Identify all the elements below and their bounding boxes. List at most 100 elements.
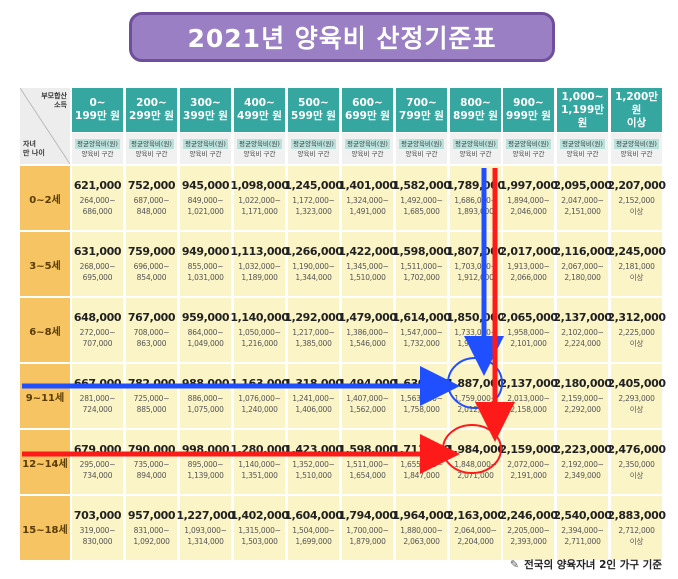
column-subheader: 평균양육비(원) 양육비 구간 <box>72 133 123 164</box>
support-range-low: 1,315,000~ <box>238 526 281 535</box>
support-range-label: 양육비 구간 <box>243 149 276 158</box>
support-range-low: 1,563,000~ <box>400 394 443 403</box>
table-cell: 782,000 725,000~ 885,000 <box>126 364 177 428</box>
average-support-value: 679,000 <box>73 443 122 456</box>
support-range-high: 1,510,000 <box>349 273 386 282</box>
average-support-value: 1,479,000 <box>338 311 397 324</box>
table-cell: 1,292,000 1,217,000~ 1,385,000 <box>284 298 343 362</box>
support-range-high: 695,000 <box>82 273 113 282</box>
average-support-value: 703,000 <box>73 509 122 522</box>
support-range-low: 2,013,000~ <box>507 394 550 403</box>
table-cell: 2,246,000 2,205,000~ 2,393,000 <box>499 496 558 560</box>
average-support-value: 1,711,000 <box>392 443 451 456</box>
table-cell: 631,000 268,000~ 695,000 <box>72 232 123 296</box>
support-range: 1,093,000~ 1,314,000 <box>184 525 227 547</box>
average-support-value: 1,964,000 <box>392 509 451 522</box>
support-range-high: 이상 <box>629 273 644 282</box>
support-range: 2,293,000 이상 <box>618 393 655 415</box>
table-cell: 1,113,000 1,032,000~ 1,189,000 <box>230 232 289 296</box>
support-range-high: 1,406,000 <box>295 405 332 414</box>
support-range: 281,000~ 724,000 <box>80 393 116 415</box>
support-range-high: 1,031,000 <box>187 273 224 282</box>
support-range: 1,504,000~ 1,699,000 <box>292 525 335 547</box>
average-support-value: 1,402,000 <box>230 509 289 522</box>
support-range-low: 1,407,000~ <box>346 394 389 403</box>
support-range-label: 양육비 구간 <box>459 149 492 158</box>
support-range: 1,563,000~ 1,758,000 <box>400 393 443 415</box>
footnote: ✎ 전국의 양육자녀 2인 가구 기준 <box>510 557 662 572</box>
average-support-value: 2,405,000 <box>607 377 666 390</box>
support-range: 1,032,000~ 1,189,000 <box>238 261 281 283</box>
support-range: 1,733,000~ 1,957,000 <box>454 327 497 349</box>
average-support-label: 평균양육비(원) <box>399 138 444 149</box>
support-range-low: 1,759,000~ <box>454 394 497 403</box>
average-support-value: 790,000 <box>127 443 176 456</box>
support-range-low: 1,190,000~ <box>292 262 335 271</box>
table-cell: 621,000 264,000~ 686,000 <box>72 166 123 230</box>
table-cell: 1,494,000 1,407,000~ 1,562,000 <box>338 364 397 428</box>
support-range-high: 863,000 <box>136 339 167 348</box>
average-support-value: 1,245,000 <box>284 179 343 192</box>
support-range-low: 1,386,000~ <box>346 328 389 337</box>
support-range-label: 양육비 구간 <box>512 149 545 158</box>
support-range-low: 696,000~ <box>133 262 170 271</box>
table-cell: 1,098,000 1,022,000~ 1,171,000 <box>230 166 289 230</box>
support-range-low: 1,894,000~ <box>507 196 550 205</box>
support-range-high: 1,171,000 <box>241 207 278 216</box>
income-bracket-header: 700~ 799만 원 <box>396 88 447 132</box>
average-support-value: 1,598,000 <box>392 245 451 258</box>
support-range-high: 2,180,000 <box>564 273 601 282</box>
table-cell: 1,711,000 1,655,000~ 1,847,000 <box>392 430 451 494</box>
table-corner-header: 부모합산 소득 자녀 만 나이 <box>20 88 70 164</box>
support-range: 2,102,000~ 2,224,000 <box>561 327 604 349</box>
support-range-low: 2,225,000 <box>618 328 655 337</box>
table-cell: 1,614,000 1,547,000~ 1,732,000 <box>392 298 451 362</box>
support-range: 1,241,000~ 1,406,000 <box>292 393 335 415</box>
table-cell: 1,280,000 1,140,000~ 1,351,000 <box>230 430 289 494</box>
average-support-value: 621,000 <box>73 179 122 192</box>
table-cell: 1,984,000 1,848,000~ 2,071,000 <box>446 430 505 494</box>
support-range-low: 1,511,000~ <box>400 262 443 271</box>
support-range-low: 319,000~ <box>79 526 116 535</box>
average-support-label: 평균양육비(원) <box>345 138 390 149</box>
support-range: 264,000~ 686,000 <box>80 195 116 217</box>
support-range-low: 687,000~ <box>133 196 170 205</box>
average-support-value: 767,000 <box>127 311 176 324</box>
table-cell: 1,794,000 1,700,000~ 1,879,000 <box>338 496 397 560</box>
support-range: 1,140,000~ 1,351,000 <box>238 459 281 481</box>
support-range: 2,192,000~ 2,349,000 <box>561 459 604 481</box>
age-group-header: 9~11세 <box>20 364 70 428</box>
table-cell: 1,807,000 1,703,000~ 1,912,000 <box>446 232 505 296</box>
support-range: 2,064,000~ 2,204,000 <box>454 525 497 547</box>
support-range: 2,394,000~ 2,711,000 <box>561 525 604 547</box>
support-range: 1,880,000~ 2,063,000 <box>400 525 443 547</box>
support-range: 272,000~ 707,000 <box>80 327 116 349</box>
table-cell: 2,137,000 2,102,000~ 2,224,000 <box>553 298 612 362</box>
average-support-value: 2,245,000 <box>607 245 666 258</box>
average-support-value: 1,604,000 <box>284 509 343 522</box>
support-range-low: 1,504,000~ <box>292 526 335 535</box>
support-range-low: 1,511,000~ <box>346 460 389 469</box>
table-cell: 2,405,000 2,293,000 이상 <box>607 364 666 428</box>
table-cell: 1,227,000 1,093,000~ 1,314,000 <box>176 496 235 560</box>
support-range-low: 295,000~ <box>79 460 116 469</box>
support-range: 1,172,000~ 1,323,000 <box>292 195 335 217</box>
support-range-low: 1,172,000~ <box>292 196 335 205</box>
average-support-value: 998,000 <box>181 443 230 456</box>
support-range: 1,703,000~ 1,912,000 <box>454 261 497 283</box>
table-cell: 2,065,000 1,958,000~ 2,101,000 <box>499 298 558 362</box>
support-range-high: 1,957,000 <box>457 339 494 348</box>
income-axis-label-line2: 소득 <box>54 101 67 109</box>
support-range-low: 2,047,000~ <box>561 196 604 205</box>
table-cell: 2,245,000 2,181,000 이상 <box>607 232 666 296</box>
average-support-value: 957,000 <box>127 509 176 522</box>
support-range-high: 2,224,000 <box>564 339 601 348</box>
support-range-low: 2,072,000~ <box>507 460 550 469</box>
support-range: 1,324,000~ 1,491,000 <box>346 195 389 217</box>
support-range-low: 2,192,000~ <box>561 460 604 469</box>
support-range-low: 1,022,000~ <box>238 196 281 205</box>
average-support-value: 1,423,000 <box>284 443 343 456</box>
support-range-low: 725,000~ <box>133 394 170 403</box>
average-support-value: 648,000 <box>73 311 122 324</box>
table-cell: 2,207,000 2,152,000 이상 <box>607 166 666 230</box>
